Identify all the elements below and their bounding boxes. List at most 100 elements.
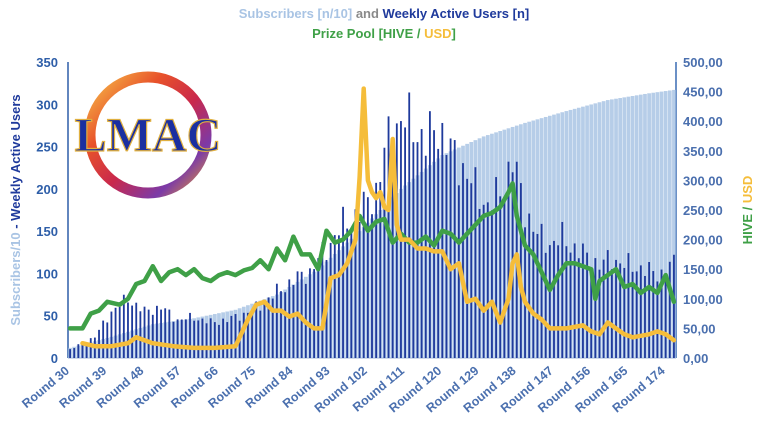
wau-bar <box>569 252 572 358</box>
logo-ring <box>84 71 212 199</box>
wau-bar <box>507 161 510 358</box>
chart-title-line-1: Subscribers [n/10] and Weekly Active Use… <box>0 6 768 21</box>
subscribers-bar <box>601 101 606 359</box>
wau-bar <box>565 246 568 358</box>
left-tick-label: 100 <box>36 266 58 281</box>
wau-bar <box>151 314 154 358</box>
wau-bar <box>482 204 485 358</box>
wau-bar <box>656 281 659 358</box>
wau-bar <box>404 127 406 358</box>
right-tick-label: 450,00 <box>683 85 723 100</box>
wau-bar <box>193 320 196 358</box>
wau-bar <box>615 259 617 358</box>
wau-bar <box>648 261 651 358</box>
wau-bar <box>462 163 464 358</box>
wau-bar <box>230 315 233 358</box>
wau-bar <box>329 242 332 358</box>
wau-bar <box>81 342 84 358</box>
left-label-sep: - <box>8 221 23 233</box>
left-axis-label: Subscribers/10 - Weekly Active Users <box>8 94 23 325</box>
wau-bar <box>263 303 266 358</box>
left-tick-label: 300 <box>36 97 58 112</box>
subscribers-bar <box>589 104 594 358</box>
wau-bar <box>218 324 220 358</box>
wau-bar <box>503 197 506 358</box>
title-subscribers: Subscribers [n/10] <box>238 6 353 21</box>
wau-bar <box>673 254 675 358</box>
wau-bar <box>342 206 344 358</box>
wau-bar <box>668 261 671 358</box>
wau-bar <box>424 155 427 358</box>
wau-bar <box>652 271 655 358</box>
wau-bar <box>474 167 477 358</box>
wau-bar <box>594 258 597 358</box>
wau-bar <box>627 253 630 358</box>
wau-bar <box>118 306 121 358</box>
wau-bar <box>528 213 531 358</box>
wau-bar <box>561 221 564 358</box>
title-and: and <box>352 6 383 21</box>
right-tick-label: 400,00 <box>683 114 723 129</box>
wau-bar <box>102 320 105 358</box>
wau-bar <box>338 235 340 358</box>
wau-bar <box>470 183 473 358</box>
wau-bar <box>222 318 225 358</box>
wau-bar <box>85 343 88 358</box>
subscribers-bar <box>618 98 623 358</box>
wau-bar <box>428 111 431 358</box>
wau-bar <box>524 227 526 358</box>
wau-bar <box>441 122 444 359</box>
right-label-usd: USD <box>740 176 755 203</box>
wau-bar <box>143 306 146 358</box>
left-tick-label: 0 <box>51 351 58 366</box>
wau-bar <box>350 227 353 358</box>
left-label-subs: Subscribers/10 <box>8 232 23 325</box>
wau-bar <box>362 191 365 358</box>
wau-bar <box>77 344 80 358</box>
left-tick-label: 50 <box>44 309 58 324</box>
wau-bar <box>602 259 605 358</box>
right-tick-label: 350,00 <box>683 144 723 159</box>
wau-bar <box>73 348 76 358</box>
right-tick-label: 200,00 <box>683 233 723 248</box>
subscribers-bar <box>647 93 651 358</box>
wau-bar <box>251 309 253 358</box>
subscribers-bar <box>556 113 560 358</box>
wau-bar <box>213 322 216 358</box>
wau-bar <box>358 221 361 358</box>
wau-bar <box>644 275 646 358</box>
wau-bar <box>453 140 456 358</box>
wau-bar <box>247 312 249 358</box>
wau-bar <box>189 312 191 358</box>
right-label-hive: HIVE <box>740 214 755 245</box>
wau-bar <box>89 338 92 358</box>
wau-bar <box>333 235 336 358</box>
wau-bar <box>495 177 497 358</box>
subscribers-bar <box>626 96 631 358</box>
subscribers-bar <box>543 116 548 358</box>
right-axis-label: HIVE / USD <box>740 176 755 245</box>
subscribers-bar <box>597 102 602 358</box>
wau-bar <box>267 297 270 358</box>
wau-bar <box>184 319 187 358</box>
wau-bar <box>226 322 229 358</box>
subscribers-bar <box>630 95 635 358</box>
subscribers-bar <box>634 95 639 359</box>
wau-bar <box>664 275 667 358</box>
wau-bar <box>639 265 642 358</box>
wau-bar <box>486 202 489 358</box>
right-tick-label: 0,00 <box>683 351 708 366</box>
subscribers-bar <box>576 107 581 358</box>
wau-bar <box>321 242 324 358</box>
wau-bar <box>354 209 357 358</box>
subscribers-bar <box>568 109 573 359</box>
wau-bar <box>499 196 502 358</box>
wau-bar <box>391 158 394 358</box>
right-tick-label: 150,00 <box>683 262 723 277</box>
wau-bar <box>122 294 125 358</box>
wau-bar <box>478 208 481 358</box>
wau-bar <box>280 291 282 358</box>
wau-bar <box>205 323 208 358</box>
wau-bar <box>135 302 138 358</box>
wau-bar <box>234 314 237 358</box>
